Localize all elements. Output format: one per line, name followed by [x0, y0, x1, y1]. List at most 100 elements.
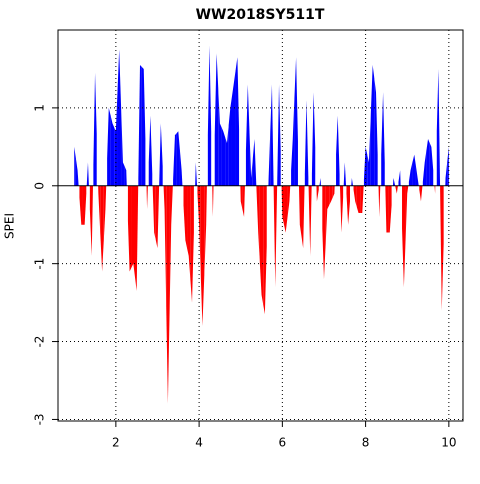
y-axis-label: SPEI — [3, 213, 17, 239]
y-tick-label: -1 — [33, 258, 47, 270]
spei-area — [204, 185, 207, 276]
spei-area — [381, 92, 385, 186]
spei-area — [273, 185, 278, 288]
spei-area — [422, 150, 427, 186]
x-tick-label: 8 — [362, 436, 370, 450]
y-tick-label: 1 — [33, 104, 47, 112]
chart-title: WW2018SY511T — [196, 7, 325, 23]
spei-area — [93, 72, 97, 186]
spei-area — [240, 185, 243, 210]
spei-area — [343, 162, 347, 186]
spei-area — [235, 57, 240, 186]
spei-area — [294, 57, 298, 186]
spei-area — [316, 185, 319, 202]
spei-area — [353, 185, 357, 208]
spei-area — [356, 185, 361, 214]
spei-area — [75, 158, 79, 186]
spei-area — [304, 100, 309, 186]
spei-area — [197, 185, 201, 276]
spei-area — [82, 185, 87, 225]
spei-area — [190, 185, 194, 303]
spei-area — [388, 185, 392, 233]
spei-area — [398, 170, 401, 186]
spei-area — [419, 185, 423, 202]
spei-area — [405, 185, 409, 241]
y-tick-label: -3 — [33, 413, 47, 425]
spei-area — [319, 177, 321, 186]
spei-area — [374, 78, 378, 186]
spei-area — [228, 96, 232, 186]
spei-area — [392, 177, 396, 186]
spei-area — [301, 185, 305, 249]
spei-area — [270, 84, 274, 186]
spei-area — [152, 185, 156, 241]
spei-area — [426, 139, 430, 186]
spei-area — [325, 185, 330, 245]
spei-area — [412, 154, 416, 186]
spei-area — [281, 185, 285, 225]
spei-area — [395, 185, 398, 194]
spei-area — [124, 166, 127, 186]
spei-area — [429, 142, 434, 186]
spei-area — [176, 131, 180, 186]
spei-area — [445, 162, 448, 186]
spei-area — [378, 185, 381, 217]
spei-area — [329, 185, 333, 206]
spei-area — [277, 84, 281, 186]
spei-area — [135, 185, 139, 291]
spei-area — [86, 162, 89, 186]
spei-area — [291, 98, 295, 186]
spei-area — [169, 185, 173, 315]
y-tick-label: -2 — [33, 336, 47, 348]
spei-area — [195, 162, 198, 186]
spei-area — [249, 131, 253, 186]
spei-area — [103, 185, 107, 241]
spei-area — [214, 53, 219, 186]
spei-area — [252, 139, 257, 186]
spei-area — [207, 45, 212, 186]
spei-area — [117, 49, 122, 186]
spei-area — [79, 185, 83, 225]
spei-area — [263, 185, 267, 315]
spei-area — [159, 123, 163, 186]
spei-area — [173, 133, 177, 186]
spei-area — [298, 185, 302, 237]
spei-area — [385, 185, 389, 233]
spei-area — [339, 185, 344, 233]
spei-area — [440, 185, 444, 311]
spei-area — [141, 66, 146, 186]
x-tick-label: 6 — [279, 436, 287, 450]
spei-area — [218, 88, 222, 186]
spei-area — [200, 185, 205, 326]
plot-frame — [57, 29, 464, 422]
spei-area — [163, 185, 167, 307]
spei-area — [146, 185, 148, 210]
spei-area — [187, 185, 191, 280]
spei-area — [127, 185, 132, 272]
spei-area — [100, 185, 104, 272]
x-tick-label: 2 — [112, 436, 120, 450]
x-tick-label: 4 — [195, 436, 203, 450]
spei-area — [179, 150, 183, 186]
spei-area — [311, 92, 316, 186]
spei-area — [447, 146, 449, 186]
spei-area — [259, 185, 264, 305]
y-tick-label: 0 — [33, 182, 47, 190]
spei-area — [332, 185, 335, 198]
spei-area — [131, 185, 136, 278]
spei-area — [121, 105, 125, 186]
spei-area — [98, 185, 101, 233]
spei-area — [225, 125, 229, 186]
spei-area — [360, 185, 364, 214]
spei-area — [351, 177, 353, 186]
spei-area — [322, 185, 326, 280]
spei-area — [110, 115, 115, 186]
spei-area — [287, 185, 291, 217]
spei-area — [308, 185, 312, 256]
spei-area — [346, 185, 350, 225]
spei-area — [89, 185, 93, 256]
spei-area — [436, 68, 441, 186]
x-tick-label: 10 — [441, 436, 456, 450]
spei-area — [367, 113, 371, 186]
spei-area — [434, 185, 436, 194]
